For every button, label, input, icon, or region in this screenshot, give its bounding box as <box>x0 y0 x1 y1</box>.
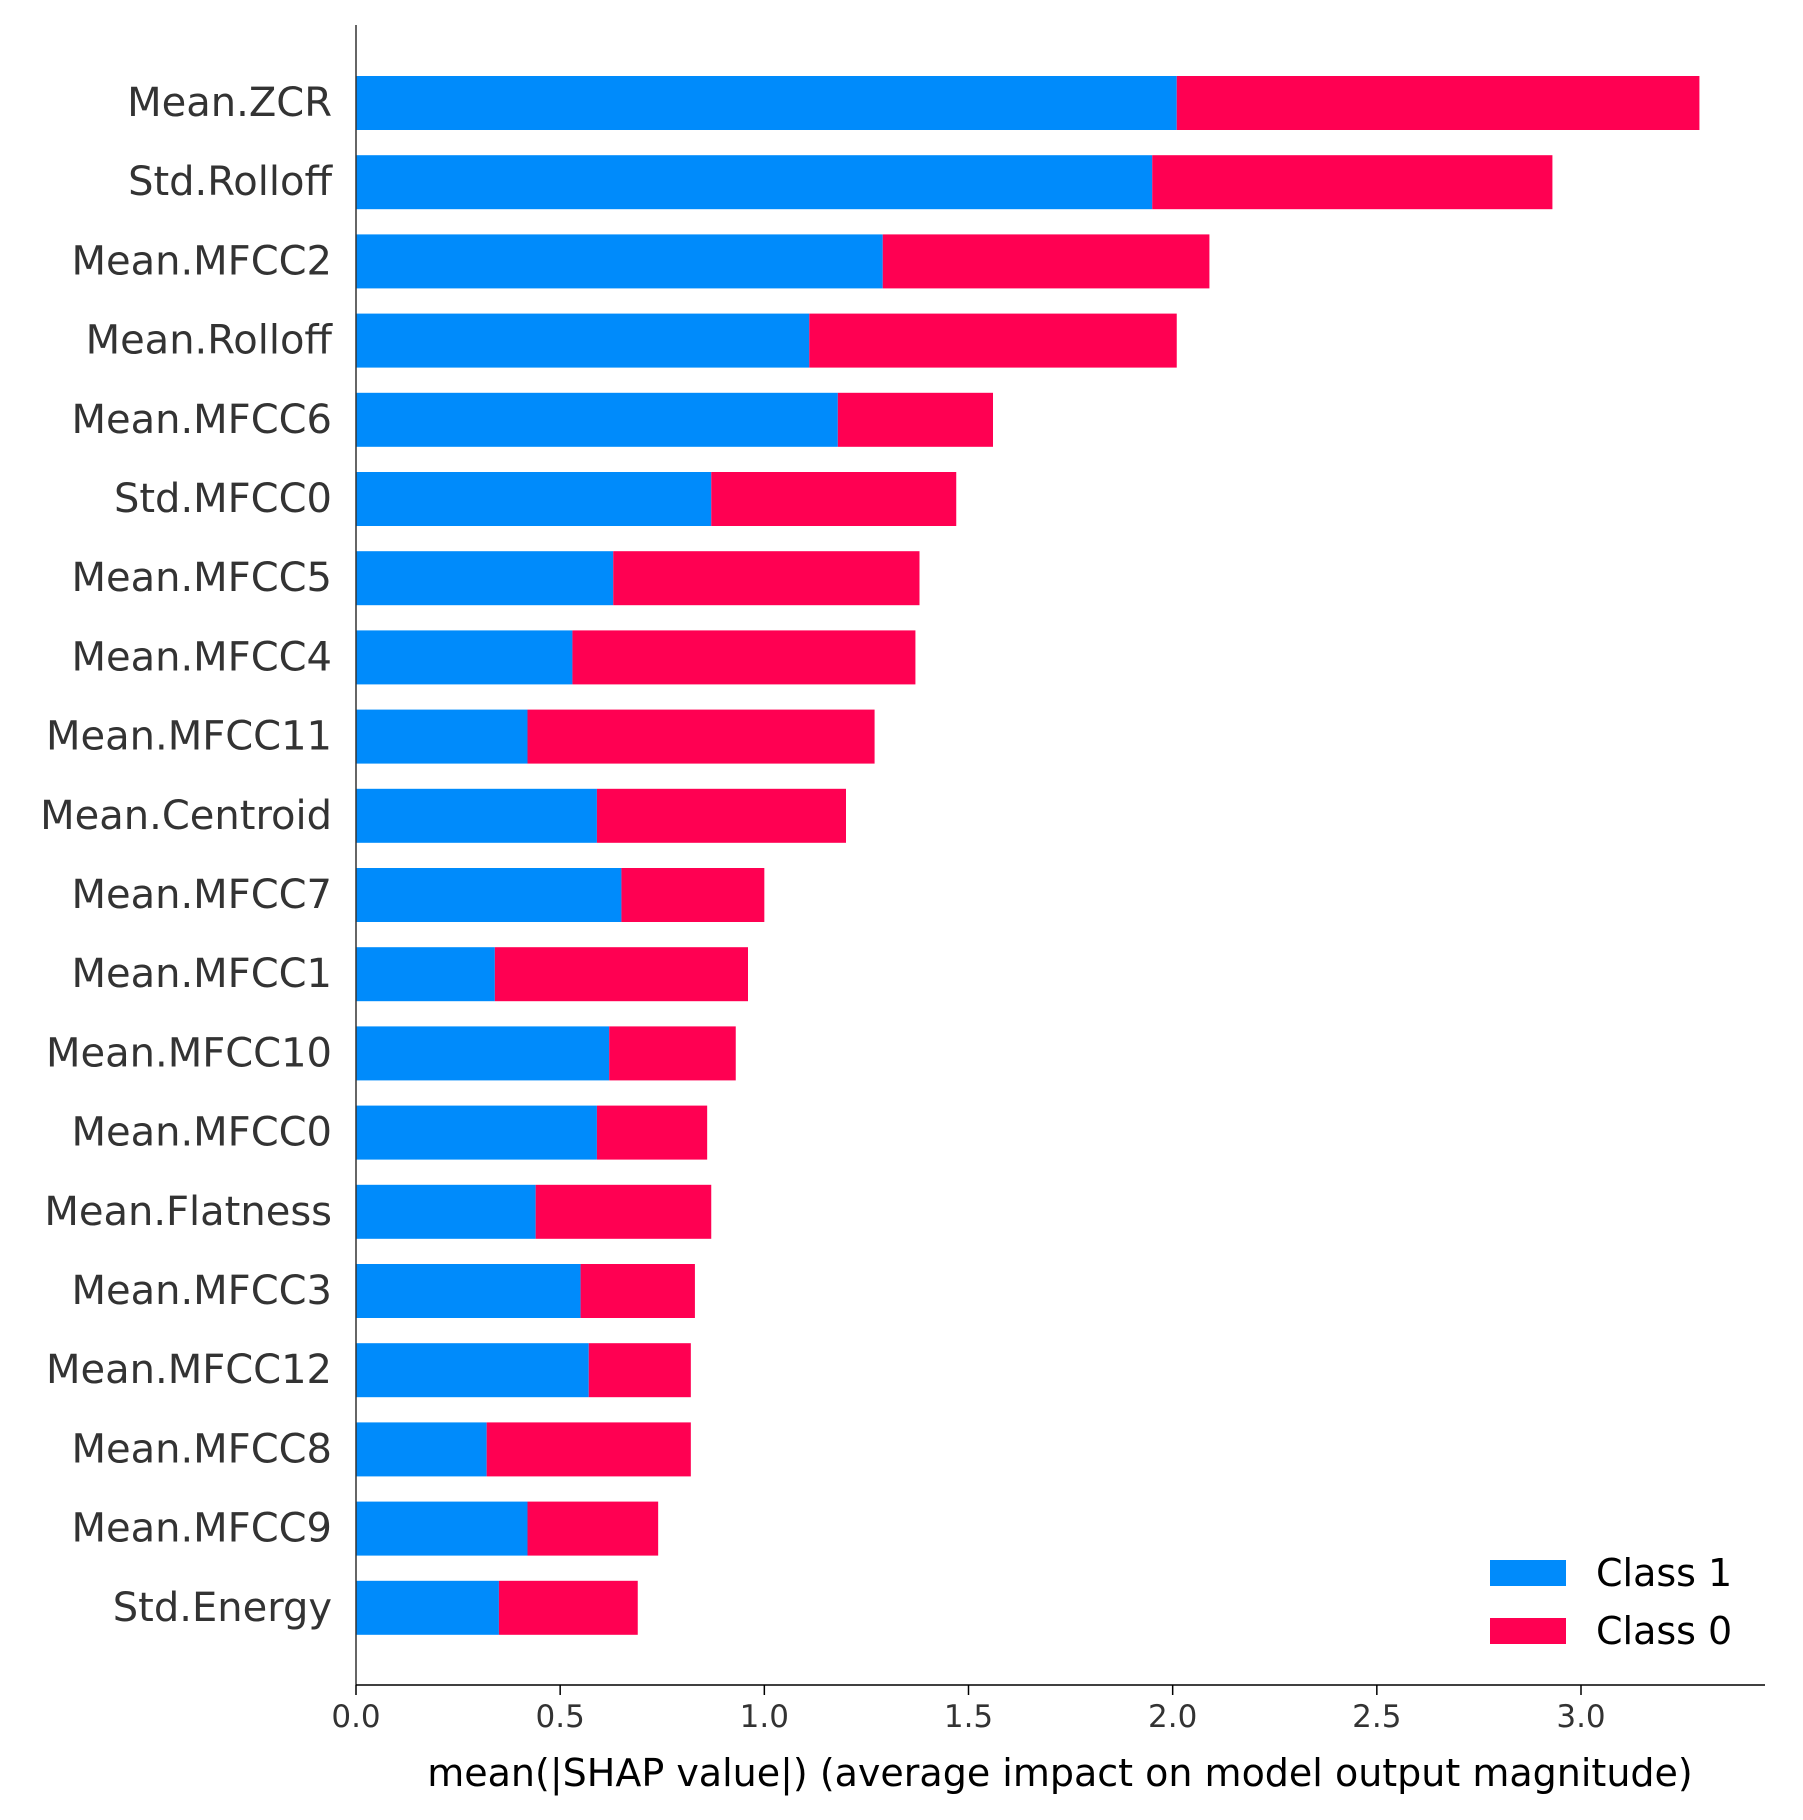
bar-Mean.MFCC12-series-0 <box>356 1343 589 1398</box>
bar-Mean.MFCC11-series-1 <box>527 709 875 764</box>
bar-Mean.MFCC10-series-1 <box>609 1026 736 1081</box>
bars-group <box>356 76 1700 1635</box>
x-tick-label: 0.5 <box>536 1699 585 1735</box>
category-label: Std.Energy <box>113 1585 332 1631</box>
bar-Mean.MFCC12-series-1 <box>588 1343 691 1398</box>
bar-Mean.MFCC0-series-0 <box>356 1105 597 1160</box>
legend-swatch <box>1490 1560 1566 1586</box>
category-label: Mean.ZCR <box>127 80 332 126</box>
bar-Mean.MFCC7-series-1 <box>621 868 765 922</box>
bar-Mean.MFCC10-series-0 <box>356 1026 610 1081</box>
category-label: Mean.MFCC0 <box>71 1110 332 1156</box>
bar-Mean.ZCR-series-0 <box>356 76 1177 130</box>
bar-Mean.MFCC8-series-0 <box>356 1422 487 1477</box>
bar-Mean.MFCC1-series-1 <box>494 947 748 1002</box>
bar-Mean.Flatness-series-1 <box>535 1184 712 1239</box>
bar-Mean.MFCC9-series-1 <box>527 1501 659 1556</box>
bar-Mean.MFCC0-series-1 <box>596 1105 708 1160</box>
category-label: Mean.MFCC3 <box>71 1268 332 1314</box>
x-tick-label: 3.0 <box>1556 1699 1605 1735</box>
bar-Std.Rolloff-series-1 <box>1152 155 1553 210</box>
legend-label: Class 0 <box>1596 1609 1732 1653</box>
category-label: Mean.MFCC2 <box>71 238 332 284</box>
category-label: Mean.MFCC10 <box>46 1030 332 1076</box>
bar-Mean.MFCC2-series-1 <box>882 234 1210 289</box>
x-tick-label: 0.0 <box>331 1699 380 1735</box>
x-axis-ticks: 0.0 0.5 1.0 1.5 2.0 2.5 3.0 <box>331 1685 1606 1735</box>
legend-swatch <box>1490 1618 1566 1644</box>
bar-Mean.MFCC11-series-0 <box>356 709 528 764</box>
bar-Std.Energy-series-1 <box>498 1580 638 1635</box>
x-tick-label: 1.0 <box>740 1699 789 1735</box>
category-label: Mean.MFCC12 <box>46 1347 332 1393</box>
bar-Mean.MFCC1-series-0 <box>356 947 495 1002</box>
bar-Mean.Rolloff-series-1 <box>809 313 1177 368</box>
bar-Mean.MFCC8-series-1 <box>486 1422 691 1477</box>
x-tick-label: 2.0 <box>1148 1699 1197 1735</box>
x-tick-label: 1.5 <box>944 1699 993 1735</box>
category-label: Mean.MFCC6 <box>71 397 332 443</box>
bar-Mean.Rolloff-series-0 <box>356 313 810 368</box>
bar-Mean.ZCR-series-1 <box>1176 76 1700 130</box>
category-label: Std.Rolloff <box>128 159 333 205</box>
bar-Mean.Centroid-series-1 <box>596 788 846 843</box>
category-label: Mean.MFCC8 <box>71 1426 332 1472</box>
legend: Class 1 Class 0 <box>1490 1551 1732 1653</box>
category-label: Mean.MFCC1 <box>71 951 332 997</box>
bar-Mean.MFCC7-series-0 <box>356 868 622 922</box>
bar-Mean.Centroid-series-0 <box>356 788 597 843</box>
category-label: Mean.Rolloff <box>86 318 334 364</box>
bar-Std.Rolloff-series-0 <box>356 155 1153 210</box>
bar-Mean.MFCC3-series-1 <box>580 1264 695 1318</box>
bar-Std.Energy-series-0 <box>356 1580 499 1635</box>
bar-Std.MFCC0-series-0 <box>356 472 712 526</box>
category-label: Mean.MFCC9 <box>71 1506 332 1552</box>
category-label: Mean.Flatness <box>44 1189 332 1235</box>
category-label: Mean.MFCC5 <box>71 555 332 601</box>
bar-Std.MFCC0-series-1 <box>711 472 957 526</box>
category-label: Mean.MFCC7 <box>71 872 332 918</box>
category-label: Std.MFCC0 <box>114 476 332 522</box>
legend-label: Class 1 <box>1596 1551 1732 1595</box>
category-label: Mean.MFCC4 <box>71 634 332 680</box>
bar-Mean.Flatness-series-0 <box>356 1184 536 1239</box>
bar-Mean.MFCC6-series-0 <box>356 392 838 447</box>
bar-Mean.MFCC3-series-0 <box>356 1264 581 1318</box>
bar-Mean.MFCC4-series-1 <box>572 630 916 685</box>
y-axis-labels: Mean.ZCR Std.Rolloff Mean.MFCC2 Mean.Rollof… <box>40 80 333 1631</box>
bar-Mean.MFCC4-series-0 <box>356 630 573 685</box>
bar-Mean.MFCC5-series-1 <box>613 551 920 606</box>
category-label: Mean.Centroid <box>40 793 332 839</box>
x-tick-label: 2.5 <box>1352 1699 1401 1735</box>
bar-Mean.MFCC6-series-1 <box>837 392 993 447</box>
bar-Mean.MFCC9-series-0 <box>356 1501 528 1556</box>
category-label: Mean.MFCC11 <box>46 714 332 760</box>
bar-Mean.MFCC2-series-0 <box>356 234 883 289</box>
bar-Mean.MFCC5-series-0 <box>356 551 614 606</box>
x-axis-label: mean(|SHAP value|) (average impact on mo… <box>427 1751 1693 1796</box>
